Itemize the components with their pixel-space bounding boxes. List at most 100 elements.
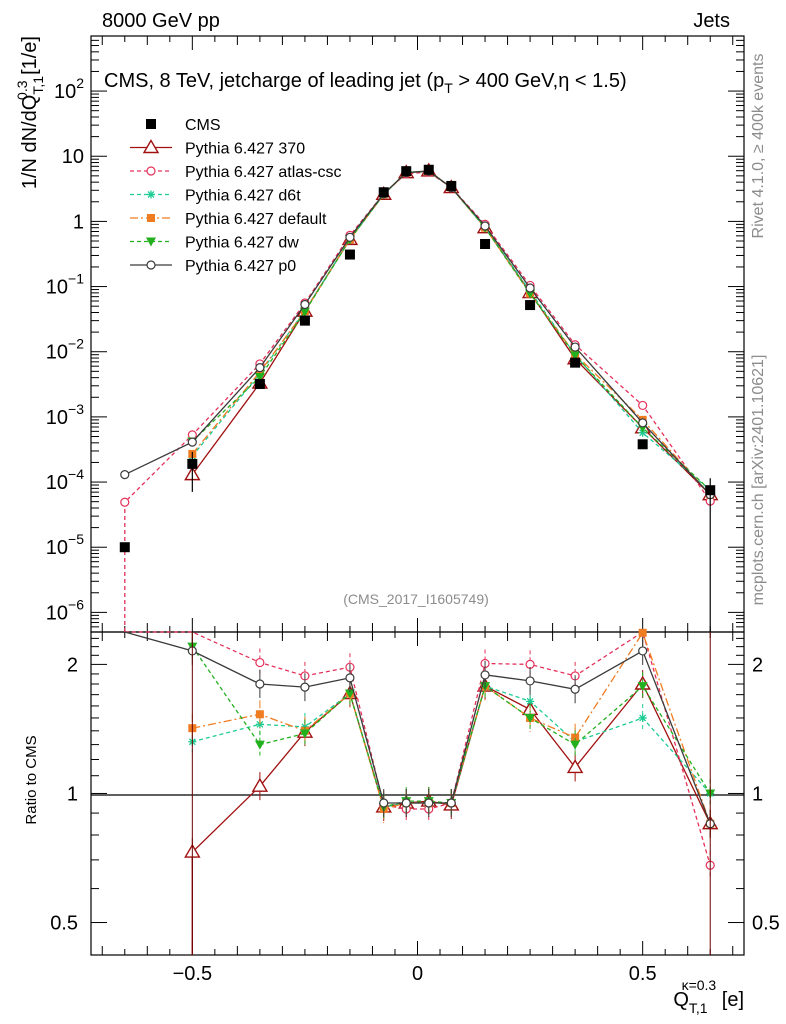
legend-label: Pythia 6.427 atlas-csc	[185, 164, 342, 181]
series-marker	[570, 342, 580, 352]
legend-label: Pythia 6.427 370	[185, 141, 305, 158]
series-ratio-marker	[255, 710, 264, 719]
y-tick-mantissa: 10	[46, 602, 68, 624]
series-ratio-marker	[637, 682, 648, 692]
series-5	[120, 166, 715, 838]
series-marker	[120, 497, 130, 507]
series-marker	[345, 232, 355, 242]
series-ratio-marker	[379, 798, 389, 808]
legend-marker	[146, 237, 156, 247]
series-ratio-marker	[345, 673, 355, 683]
ratio-y-tick-label: 2	[67, 654, 78, 676]
legend-item-cms: CMS	[146, 117, 221, 134]
data-point	[525, 300, 536, 311]
series-ratio-marker	[525, 676, 535, 686]
y-tick-exponent: −5	[68, 531, 84, 547]
x-axis-label: QT,1 κ=0.3 [e]	[673, 977, 744, 1016]
y-tick-exponent: −2	[68, 336, 84, 352]
main-y-axis-label-sup: 0.3	[14, 80, 30, 100]
data-point	[299, 315, 310, 326]
x-tick-label: 0	[412, 963, 423, 985]
series-ratio-marker	[570, 684, 580, 694]
ratio-y-tick-label-right: 1	[752, 783, 763, 805]
data-point	[446, 180, 457, 191]
series-ratio-marker	[480, 670, 490, 680]
y-tick-exponent: 2	[76, 75, 84, 91]
legend-marker	[142, 139, 160, 154]
series-marker	[300, 299, 310, 310]
x-axis-label-sub: T,1	[689, 1000, 708, 1016]
series-marker	[120, 470, 130, 480]
legend-marker	[146, 119, 156, 129]
series-ratio-marker	[638, 628, 647, 637]
data-point	[705, 485, 716, 496]
ratio-plot-frame	[90, 631, 745, 956]
legend-label: Pythia 6.427 p0	[185, 258, 296, 275]
data-point	[637, 439, 648, 450]
legend-label: Pythia 6.427 d6t	[185, 188, 301, 205]
ratio-y-axis-label: Ratio to CMS	[23, 735, 40, 824]
plot-title-rest: > 400 GeV,η < 1.5)	[453, 70, 627, 92]
series-ratio-marker	[446, 798, 456, 808]
series-ratio-marker	[638, 713, 647, 722]
legend-item: Pythia 6.427 370	[130, 139, 305, 158]
y-tick-exponent: −1	[68, 271, 84, 287]
data-point	[344, 249, 355, 260]
series-ratio-marker	[300, 682, 310, 692]
data-point	[254, 378, 265, 389]
category-label: Jets	[693, 10, 730, 32]
y-tick-mantissa: 1	[73, 211, 84, 233]
y-tick-label: 1	[73, 211, 84, 233]
series-ratio-marker	[251, 777, 269, 792]
series-marker	[255, 363, 265, 373]
x-tick-label: 0.5	[629, 963, 657, 985]
series-ratio-marker	[255, 679, 265, 689]
plot-title-sub: T	[444, 80, 453, 96]
legend-label: Pythia 6.427 default	[185, 211, 327, 228]
y-tick-label: 10	[62, 146, 84, 168]
series-ratio-line	[124, 630, 711, 866]
rivet-version-label: Rivet 4.1.0, ≥ 400k events	[750, 54, 767, 239]
y-tick-label: 102	[54, 75, 84, 103]
legend-item: Pythia 6.427 default	[130, 211, 327, 228]
series-marker	[299, 307, 310, 317]
legend-item: Pythia 6.427 p0	[130, 258, 296, 275]
y-tick-label: 10−2	[46, 336, 84, 364]
series-ratio-marker	[570, 740, 581, 750]
series-ratio-line	[191, 682, 711, 955]
series-ratio-marker	[401, 798, 411, 808]
series-ratio-marker	[566, 759, 584, 774]
y-tick-mantissa: 10	[46, 537, 68, 559]
y-tick-label: 10−1	[46, 271, 84, 299]
legend-label: CMS	[185, 117, 221, 134]
legend-marker	[146, 260, 156, 270]
series-ratio-marker	[526, 697, 535, 706]
plot-title: CMS, 8 TeV, jetcharge of leading jet (pT…	[104, 70, 627, 96]
data-point	[401, 166, 412, 177]
data-point	[378, 187, 389, 198]
y-tick-exponent: −6	[68, 596, 84, 612]
legend-marker	[147, 214, 155, 222]
data-point	[423, 164, 434, 175]
y-tick-mantissa: 10	[62, 146, 84, 168]
data-point	[480, 238, 491, 249]
y-tick-mantissa: 10	[46, 342, 68, 364]
series-ratio-marker	[424, 798, 434, 808]
series-ratio-marker	[254, 740, 265, 750]
series-marker	[525, 283, 535, 293]
series-ratio-marker	[638, 646, 648, 656]
legend-item: Pythia 6.427 dw	[130, 235, 299, 252]
y-tick-label: 10−4	[46, 466, 84, 494]
legend-item: Pythia 6.427 atlas-csc	[130, 164, 342, 181]
main-y-axis-label-pre: 1/N dN/dQ	[19, 95, 41, 189]
series-ratio-marker	[525, 713, 536, 723]
series-marker	[187, 437, 197, 447]
series-ratio-line	[124, 631, 711, 824]
series-ratio-marker	[571, 733, 580, 742]
x-axis-label-main: Q	[673, 989, 689, 1011]
series-ratio-marker	[299, 729, 310, 739]
cms-data	[119, 164, 716, 955]
y-tick-label: 10−5	[46, 531, 84, 559]
y-tick-mantissa: 10	[54, 81, 76, 103]
